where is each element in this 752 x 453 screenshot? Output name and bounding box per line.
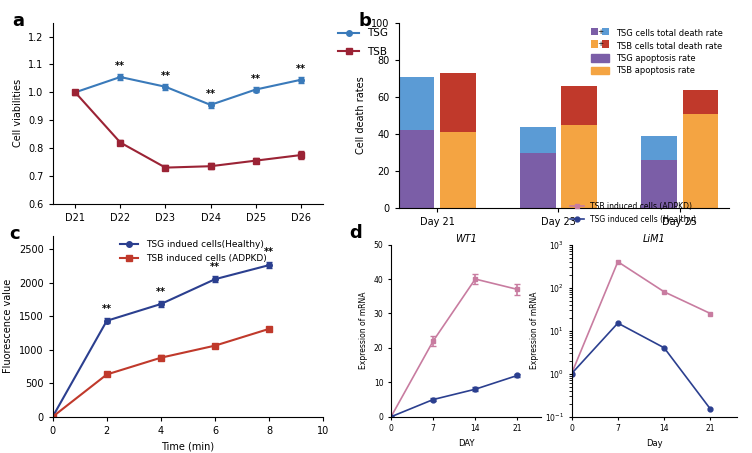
- Bar: [399, 130, 435, 208]
- Y-axis label: Fluorescence value: Fluorescence value: [3, 279, 14, 373]
- Text: **: **: [210, 262, 220, 272]
- Text: **: **: [250, 74, 261, 84]
- Y-axis label: Expression of mRNA: Expression of mRNA: [359, 292, 368, 370]
- Bar: [683, 114, 718, 208]
- Bar: [520, 153, 556, 208]
- Text: a: a: [12, 12, 24, 30]
- Text: b: b: [359, 11, 371, 29]
- Y-axis label: Cell viabilities: Cell viabilities: [13, 79, 23, 147]
- Bar: [520, 127, 556, 153]
- Legend: TSG, TSB: TSG, TSB: [334, 24, 393, 61]
- Text: **: **: [296, 64, 306, 74]
- Legend: TSG indued cells(Healthy), TSB induced cells (ADPKD): TSG indued cells(Healthy), TSB induced c…: [117, 236, 270, 267]
- Text: **: **: [115, 62, 126, 72]
- Title: LiM1: LiM1: [643, 234, 666, 244]
- Legend: TSB induced cells (ADPKD), TSG induced cells (Healthy): TSB induced cells (ADPKD), TSG induced c…: [567, 199, 699, 227]
- Text: **: **: [102, 304, 112, 314]
- X-axis label: DAY: DAY: [458, 439, 475, 448]
- Text: **: **: [160, 71, 171, 81]
- Text: **: **: [205, 89, 216, 99]
- X-axis label: Time (min): Time (min): [162, 441, 214, 451]
- Text: **: **: [156, 287, 166, 297]
- Bar: [561, 125, 597, 208]
- Title: WT1: WT1: [455, 234, 478, 244]
- Bar: [683, 90, 718, 114]
- Text: c: c: [9, 225, 20, 243]
- Text: **: **: [264, 247, 274, 257]
- Bar: [440, 132, 476, 208]
- Bar: [561, 86, 597, 125]
- Y-axis label: Expression of mRNA: Expression of mRNA: [530, 292, 539, 370]
- Y-axis label: Cell death rates: Cell death rates: [356, 77, 365, 154]
- Bar: [440, 73, 476, 132]
- Bar: [641, 160, 677, 208]
- Bar: [399, 77, 435, 130]
- X-axis label: Day: Day: [646, 439, 663, 448]
- Bar: [641, 136, 677, 160]
- Legend: TSG cells total death rate, TSB cells total death rate, TSG apoptosis rate, TSB : TSG cells total death rate, TSB cells to…: [588, 27, 725, 78]
- Text: d: d: [349, 224, 362, 242]
